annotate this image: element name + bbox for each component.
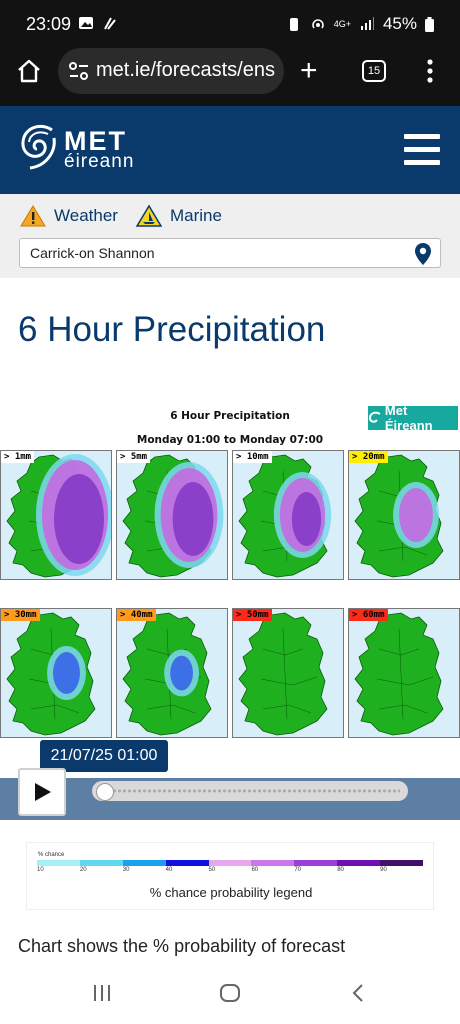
legend-tick: 20 <box>79 867 87 873</box>
marine-warning-icon <box>136 204 162 227</box>
legend-swatch <box>122 860 166 866</box>
legend-tick: 40 <box>165 867 173 873</box>
page-title: 6 Hour Precipitation <box>18 310 326 349</box>
threshold-label: > 40mm <box>117 609 156 621</box>
battery-percent: 45% <box>382 14 417 33</box>
timeline-slider[interactable] <box>92 781 408 801</box>
precip-panel: > 50mm <box>232 608 344 738</box>
new-tab-button[interactable]: + <box>300 54 318 87</box>
address-bar[interactable]: met.ie/forecasts/ens <box>58 48 284 94</box>
recent-apps-icon[interactable] <box>92 982 112 1004</box>
home-icon[interactable] <box>16 58 42 84</box>
ireland-map-icon <box>354 454 444 578</box>
legend-caption: % chance probability legend <box>149 885 313 900</box>
legend-tick: 80 <box>337 867 344 873</box>
timeline-slider-handle[interactable] <box>96 783 114 801</box>
chart-title: 6 Hour Precipitation <box>170 410 290 422</box>
gallery-icon <box>79 17 93 29</box>
threshold-label: > 10mm <box>233 451 272 463</box>
threshold-label: > 60mm <box>349 609 388 621</box>
precip-panel: > 30mm <box>0 608 112 738</box>
legend-color-bar <box>37 860 424 866</box>
network-type: 4G+ <box>333 19 351 29</box>
legend-swatch <box>294 860 338 866</box>
signal-icon <box>360 17 374 30</box>
ireland-map-icon <box>6 612 96 736</box>
precip-panel: > 10mm <box>232 450 344 580</box>
threshold-label: > 20mm <box>349 451 388 463</box>
precip-panel: > 1mm <box>0 450 112 580</box>
ireland-map-icon <box>238 612 328 736</box>
met-eireann-logo-icon[interactable] <box>18 122 58 172</box>
legend-tick: 90 <box>380 867 387 873</box>
hamburger-menu-icon[interactable] <box>404 134 440 166</box>
legend-heading: % chance <box>38 852 65 858</box>
ireland-map-icon <box>122 454 224 578</box>
nav-area: Weather Marine Carrick-on Shannon <box>0 194 460 278</box>
browser-toolbar: met.ie/forecasts/ens + 15 <box>0 48 460 106</box>
swirl-icon <box>368 411 381 423</box>
legend-tick: 70 <box>294 867 302 873</box>
hotspot-icon <box>311 19 324 29</box>
status-bar: 23:09 4G+ 45% <box>0 0 460 48</box>
tab-switcher-button[interactable]: 15 <box>362 60 386 82</box>
probability-legend: % chance 10 20 30 40 50 60 70 80 90 % chance pro… <box>26 842 434 910</box>
more-options-icon[interactable] <box>424 58 436 84</box>
chart-brand-text: Met Éireann <box>384 403 433 433</box>
home-nav-icon[interactable] <box>218 982 242 1004</box>
marine-warnings-link[interactable]: Marine <box>136 204 222 228</box>
legend-swatch <box>208 860 252 866</box>
location-value: Carrick-on Shannon <box>30 245 155 261</box>
location-pin-icon[interactable] <box>414 242 432 266</box>
warning-icon <box>20 205 46 227</box>
back-icon[interactable] <box>350 982 366 1004</box>
ireland-map-icon <box>6 454 111 578</box>
ireland-map-icon <box>122 612 212 736</box>
system-navigation-bar <box>0 966 460 1024</box>
url-text: met.ie/forecasts/ens <box>96 59 275 81</box>
weather-label: Weather <box>54 206 118 225</box>
legend-tick: 10 <box>37 867 44 873</box>
legend-swatch <box>380 860 424 866</box>
play-icon <box>35 783 51 801</box>
ireland-map-icon <box>354 612 444 736</box>
precip-panel: > 40mm <box>116 608 228 738</box>
precip-panel: > 5mm <box>116 450 228 580</box>
clock: 23:09 <box>26 14 72 34</box>
site-settings-icon[interactable] <box>68 61 90 81</box>
precipitation-chart: 6 Hour Precipitation Monday 01:00 to Mon… <box>0 402 460 746</box>
chart-subtitle: Monday 01:00 to Monday 07:00 <box>136 434 324 446</box>
threshold-label: > 5mm <box>117 451 151 463</box>
legend-swatch <box>37 860 80 866</box>
legend-swatch <box>165 860 209 866</box>
legend-tick: 60 <box>251 867 259 873</box>
chart-brand-badge: Met Éireann <box>368 403 458 433</box>
brand-name: MET <box>64 126 127 156</box>
precip-panel: > 60mm <box>348 608 460 738</box>
threshold-label: > 1mm <box>1 451 35 463</box>
weather-warnings-link[interactable]: Weather <box>20 204 118 228</box>
marine-label: Marine <box>170 206 222 225</box>
threshold-label: > 30mm <box>1 609 40 621</box>
legend-swatch <box>337 860 381 866</box>
chart-description: Chart shows the % probability of forecas… <box>18 936 346 956</box>
battery-icon <box>425 16 434 32</box>
legend-tick: 30 <box>122 867 130 873</box>
threshold-label: > 50mm <box>233 609 272 621</box>
legend-swatch <box>251 860 295 866</box>
precip-panel: > 20mm <box>348 450 460 580</box>
battery-saver-icon <box>289 18 298 31</box>
call-icon <box>104 17 116 30</box>
brand-subname: éireann <box>64 151 135 172</box>
location-search-field[interactable]: Carrick-on Shannon <box>19 238 441 268</box>
ireland-map-icon <box>238 454 332 578</box>
legend-swatch <box>79 860 123 866</box>
current-time-badge: 21/07/25 01:00 <box>40 740 168 772</box>
legend-tick: 50 <box>208 867 216 873</box>
play-button[interactable] <box>18 768 66 816</box>
site-header: MET éireann <box>0 106 460 194</box>
